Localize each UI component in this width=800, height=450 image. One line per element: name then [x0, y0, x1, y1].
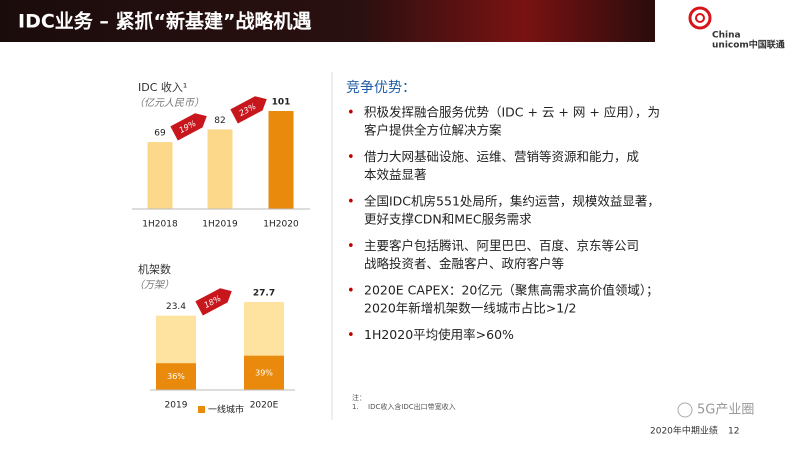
bullet-text: 2020年新增机架数一线城市占比>1/2	[364, 301, 576, 316]
header-band	[0, 0, 655, 42]
page-number: 12	[728, 427, 739, 437]
bullet-marker: •	[347, 106, 355, 121]
segment-label: 39%	[255, 368, 273, 377]
bullet-text: 借力大网基础设施、运维、营销等资源和能力，成	[364, 149, 639, 164]
footnote: IDC收入含IDC出口带宽收入	[368, 402, 456, 411]
logo: China unicom中国联通	[688, 6, 785, 51]
value-label: 27.7	[253, 289, 275, 299]
bar-segment	[156, 363, 196, 390]
segment-label: 36%	[167, 372, 185, 381]
growth-arrow-shape	[170, 113, 207, 141]
growth-arrow: 18%	[195, 288, 232, 316]
value-label: 101	[272, 98, 291, 108]
bar	[207, 129, 233, 209]
bullet-text: 更好支撑CDN和MEC服务需求	[364, 212, 532, 227]
value-label: 82	[214, 116, 225, 126]
growth-arrow-shape	[230, 96, 267, 124]
bullet-text: 全国IDC机房551处局所，集约运营，规模效益显著，	[364, 194, 660, 209]
slide-title: IDC业务 – 紧抓“新基建”战略机遇	[18, 10, 312, 33]
value-label: 23.4	[166, 302, 186, 312]
bar-segment	[244, 355, 284, 390]
watermark: 5G产业圈	[697, 403, 754, 418]
logo-icon	[688, 6, 712, 30]
bullet-marker: •	[347, 195, 355, 210]
footnote: 注：	[352, 393, 366, 402]
chart-title: 机架数	[138, 262, 171, 276]
value-label: 69	[154, 129, 166, 139]
bullet-text: 主要客户包括腾讯、阿里巴巴、百度、京东等公司	[364, 238, 639, 253]
logo-text: China	[712, 31, 741, 41]
bullet-marker: •	[347, 328, 355, 343]
x-tick-label: 1H2020	[263, 220, 299, 230]
growth-arrow-shape	[195, 288, 232, 316]
watermark-icon	[677, 402, 693, 418]
advantages-heading: 竞争优势：	[346, 79, 416, 96]
bar	[268, 111, 294, 209]
chart-subtitle: （万架）	[134, 279, 174, 291]
chart-subtitle: （亿元人民币）	[134, 97, 204, 109]
x-tick-label: 2019	[165, 401, 188, 411]
bullet-text: 本效益显著	[364, 167, 427, 182]
legend-label: 一线城市	[208, 404, 244, 416]
growth-arrow: 23%	[230, 96, 267, 124]
logo-text: unicom中国联通	[712, 39, 785, 51]
x-tick-label: 2020E	[250, 401, 279, 411]
chart-title: IDC 收入¹	[138, 80, 187, 94]
legend-swatch	[198, 406, 205, 413]
logo-icon	[695, 13, 705, 23]
bullet-text: 1H2020平均使用率>60%	[364, 327, 514, 342]
growth-arrow: 19%	[170, 113, 207, 141]
footnote: 1.	[352, 403, 359, 411]
bullet-marker: •	[347, 239, 355, 254]
bullet-text: 2020E CAPEX：20亿元（聚焦高需求高价值领域）；	[364, 283, 659, 298]
bullet-marker: •	[347, 284, 355, 299]
x-tick-label: 1H2019	[202, 220, 238, 230]
bullet-text: 客户提供全方位解决方案	[364, 123, 502, 138]
bullet-text: 积极发挥融合服务优势（IDC + 云 + 网 + 应用），为	[364, 105, 660, 120]
bar	[147, 142, 173, 209]
bullet-text: 战略投资者、金融客户、政府客户等	[364, 256, 564, 271]
bullet-marker: •	[347, 150, 355, 165]
x-tick-label: 1H2018	[142, 220, 178, 230]
footer-text: 2020年中期业绩	[650, 425, 718, 437]
